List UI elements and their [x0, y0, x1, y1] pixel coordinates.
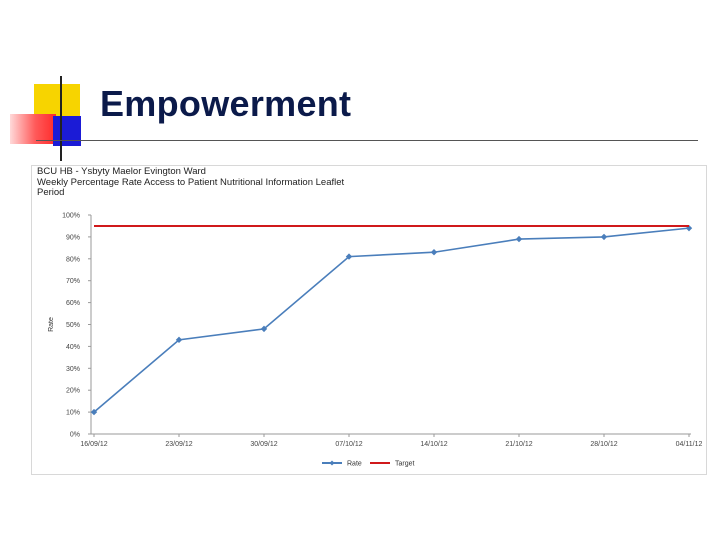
y-tick-label: 50% — [66, 322, 80, 329]
x-tick-label: 30/09/12 — [250, 441, 277, 448]
x-tick-label: 14/10/12 — [420, 441, 447, 448]
chart-header: BCU HB - Ysbyty Maelor Evington Ward Wee… — [37, 166, 345, 199]
x-tick-label: 28/10/12 — [590, 441, 617, 448]
x-tick-label: 23/09/12 — [165, 441, 192, 448]
y-tick-label: 40% — [66, 344, 80, 351]
data-point-rate — [430, 249, 438, 256]
legend-label-target: Target — [395, 461, 415, 468]
y-tick-label: 90% — [66, 234, 80, 241]
chart-title: BCU HB - Ysbyty Maelor Evington Ward — [37, 166, 206, 177]
data-point-rate — [600, 233, 608, 241]
y-tick-label: 0% — [70, 432, 80, 439]
x-tick-label: 04/11/12 — [676, 441, 703, 448]
y-tick-label: 30% — [66, 366, 80, 373]
legend-label-rate: Rate — [347, 461, 362, 468]
series-line-rate — [93, 227, 690, 413]
data-point-rate — [345, 253, 353, 260]
x-tick-label: 21/10/12 — [505, 441, 532, 448]
chart-panel: BCU HB - Ysbyty Maelor Evington Ward Wee… — [31, 165, 707, 475]
slide-title: Empowerment — [100, 83, 352, 124]
decor-blue-square — [53, 116, 81, 146]
data-point-rate — [90, 408, 98, 416]
y-axis-label: Rate — [48, 317, 55, 332]
decor-vertical-rule — [60, 76, 62, 161]
y-tick-label: 70% — [66, 278, 80, 285]
data-point-rate — [260, 325, 268, 333]
data-point-rate — [175, 336, 183, 344]
legend-marker-rate — [329, 460, 335, 466]
title-underline — [36, 140, 698, 141]
chart-subtitle: Weekly Percentage Rate Access to Patient… — [37, 176, 345, 188]
line-chart: 0% 10% 20% 30% 40% 50% 60% 70% 80% 90% 100% 16/09/1… — [48, 213, 703, 468]
decor-red-bar — [10, 114, 56, 144]
data-point-rate — [515, 235, 523, 243]
y-tick-label: 10% — [66, 410, 80, 417]
chart-period-label: Period — [37, 187, 65, 198]
x-tick-label: 16/09/12 — [80, 441, 107, 448]
y-tick-label: 60% — [66, 300, 80, 307]
y-tick-label: 20% — [66, 388, 80, 395]
x-tick-label: 07/10/12 — [335, 441, 362, 448]
y-tick-label: 80% — [66, 256, 80, 263]
y-tick-label: 100% — [62, 213, 80, 220]
